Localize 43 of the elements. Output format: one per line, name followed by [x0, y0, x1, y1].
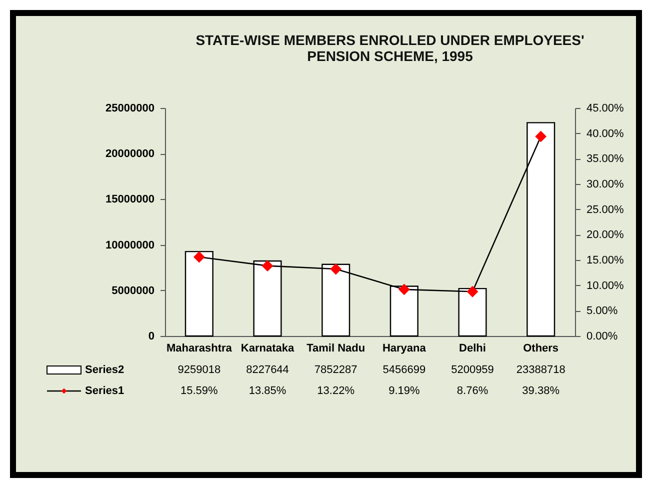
data-label: 15.59% — [180, 385, 218, 397]
data-label: 9.19% — [388, 385, 420, 397]
legend-label: Series2 — [85, 364, 124, 376]
legend-label: Series1 — [85, 385, 124, 397]
y-tick-label: 25000000 — [106, 102, 154, 114]
y2-tick-label: 10.00% — [586, 280, 624, 292]
point — [262, 260, 274, 272]
x-tick-label: Haryana — [382, 342, 427, 354]
data-label: 8227644 — [246, 364, 289, 376]
data-label: 5200959 — [451, 364, 494, 376]
data-label: 9259018 — [178, 364, 221, 376]
y2-tick-label: 15.00% — [586, 254, 624, 266]
point — [193, 251, 205, 263]
point — [398, 284, 410, 296]
y-tick-label: 20000000 — [106, 148, 154, 160]
data-label: 5456699 — [382, 364, 426, 376]
y2-tick-label: 25.00% — [586, 204, 624, 216]
y-tick-label: 5000000 — [112, 284, 154, 297]
y2-tick-label: 40.00% — [586, 128, 624, 140]
y2-tick-label: 45.00% — [586, 102, 624, 114]
data-label: 8.76% — [456, 385, 488, 397]
data-label: 23388718 — [516, 364, 566, 376]
y-tick-label: 15000000 — [106, 194, 154, 206]
y2-tick-label: 20.00% — [586, 229, 624, 242]
y2-tick-label: 5.00% — [586, 305, 618, 318]
y2-tick-label: 0.00% — [586, 330, 618, 342]
y-tick-label: 0 — [148, 330, 154, 342]
point — [330, 263, 342, 275]
y2-tick-label: 30.00% — [586, 178, 624, 190]
x-tick-label: Tamil Nadu — [306, 342, 366, 354]
x-tick-label: Karnataka — [240, 342, 295, 354]
y-tick-label: 10000000 — [106, 239, 154, 252]
data-label: 13.22% — [317, 385, 355, 397]
x-tick-label: Maharashtra — [166, 342, 233, 354]
data-label: 13.85% — [248, 385, 286, 397]
y2-tick-label: 35.00% — [586, 153, 624, 166]
point — [466, 286, 478, 298]
chart-title: STATE-WISE MEMBERS ENROLLED UNDER EMPLOYEES' PENSION SCHEME, 1995 — [196, 32, 584, 64]
data-label: 7852287 — [314, 364, 358, 376]
point — [535, 130, 547, 142]
data-label: 39.38% — [522, 385, 560, 397]
x-tick-label: Delhi — [459, 342, 486, 354]
x-tick-label: Others — [523, 342, 559, 354]
